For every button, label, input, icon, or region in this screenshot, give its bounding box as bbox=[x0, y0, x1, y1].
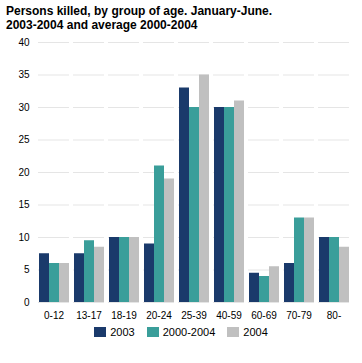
html-text:2003: 2003 bbox=[110, 326, 135, 338]
svg-text:0: 0 bbox=[24, 297, 30, 308]
svg-text:25: 25 bbox=[18, 134, 30, 145]
svg-text:25-39: 25-39 bbox=[181, 310, 207, 321]
html-text:2004: 2004 bbox=[243, 326, 268, 338]
svg-text:5: 5 bbox=[24, 264, 30, 275]
svg-text:40-59: 40-59 bbox=[216, 310, 242, 321]
html-text:2000-2004: 2000-2004 bbox=[162, 326, 216, 338]
svg-text:40: 40 bbox=[18, 37, 30, 48]
svg-text:35: 35 bbox=[18, 69, 30, 80]
svg-text:0-12: 0-12 bbox=[44, 310, 64, 321]
svg-text:13-17: 13-17 bbox=[76, 310, 102, 321]
svg-text:60-69: 60-69 bbox=[251, 310, 277, 321]
html-text:Persons killed, by group of ag: Persons killed, by group of age. January… bbox=[6, 4, 273, 32]
svg-text:15: 15 bbox=[18, 199, 30, 210]
svg-text:20: 20 bbox=[18, 167, 30, 178]
svg-text:10: 10 bbox=[18, 232, 30, 243]
svg-text:30: 30 bbox=[18, 102, 30, 113]
svg-text:18-19: 18-19 bbox=[111, 310, 137, 321]
svg-text:80-: 80- bbox=[327, 310, 341, 321]
svg-text:70-79: 70-79 bbox=[286, 310, 312, 321]
svg-text:20-24: 20-24 bbox=[146, 310, 172, 321]
